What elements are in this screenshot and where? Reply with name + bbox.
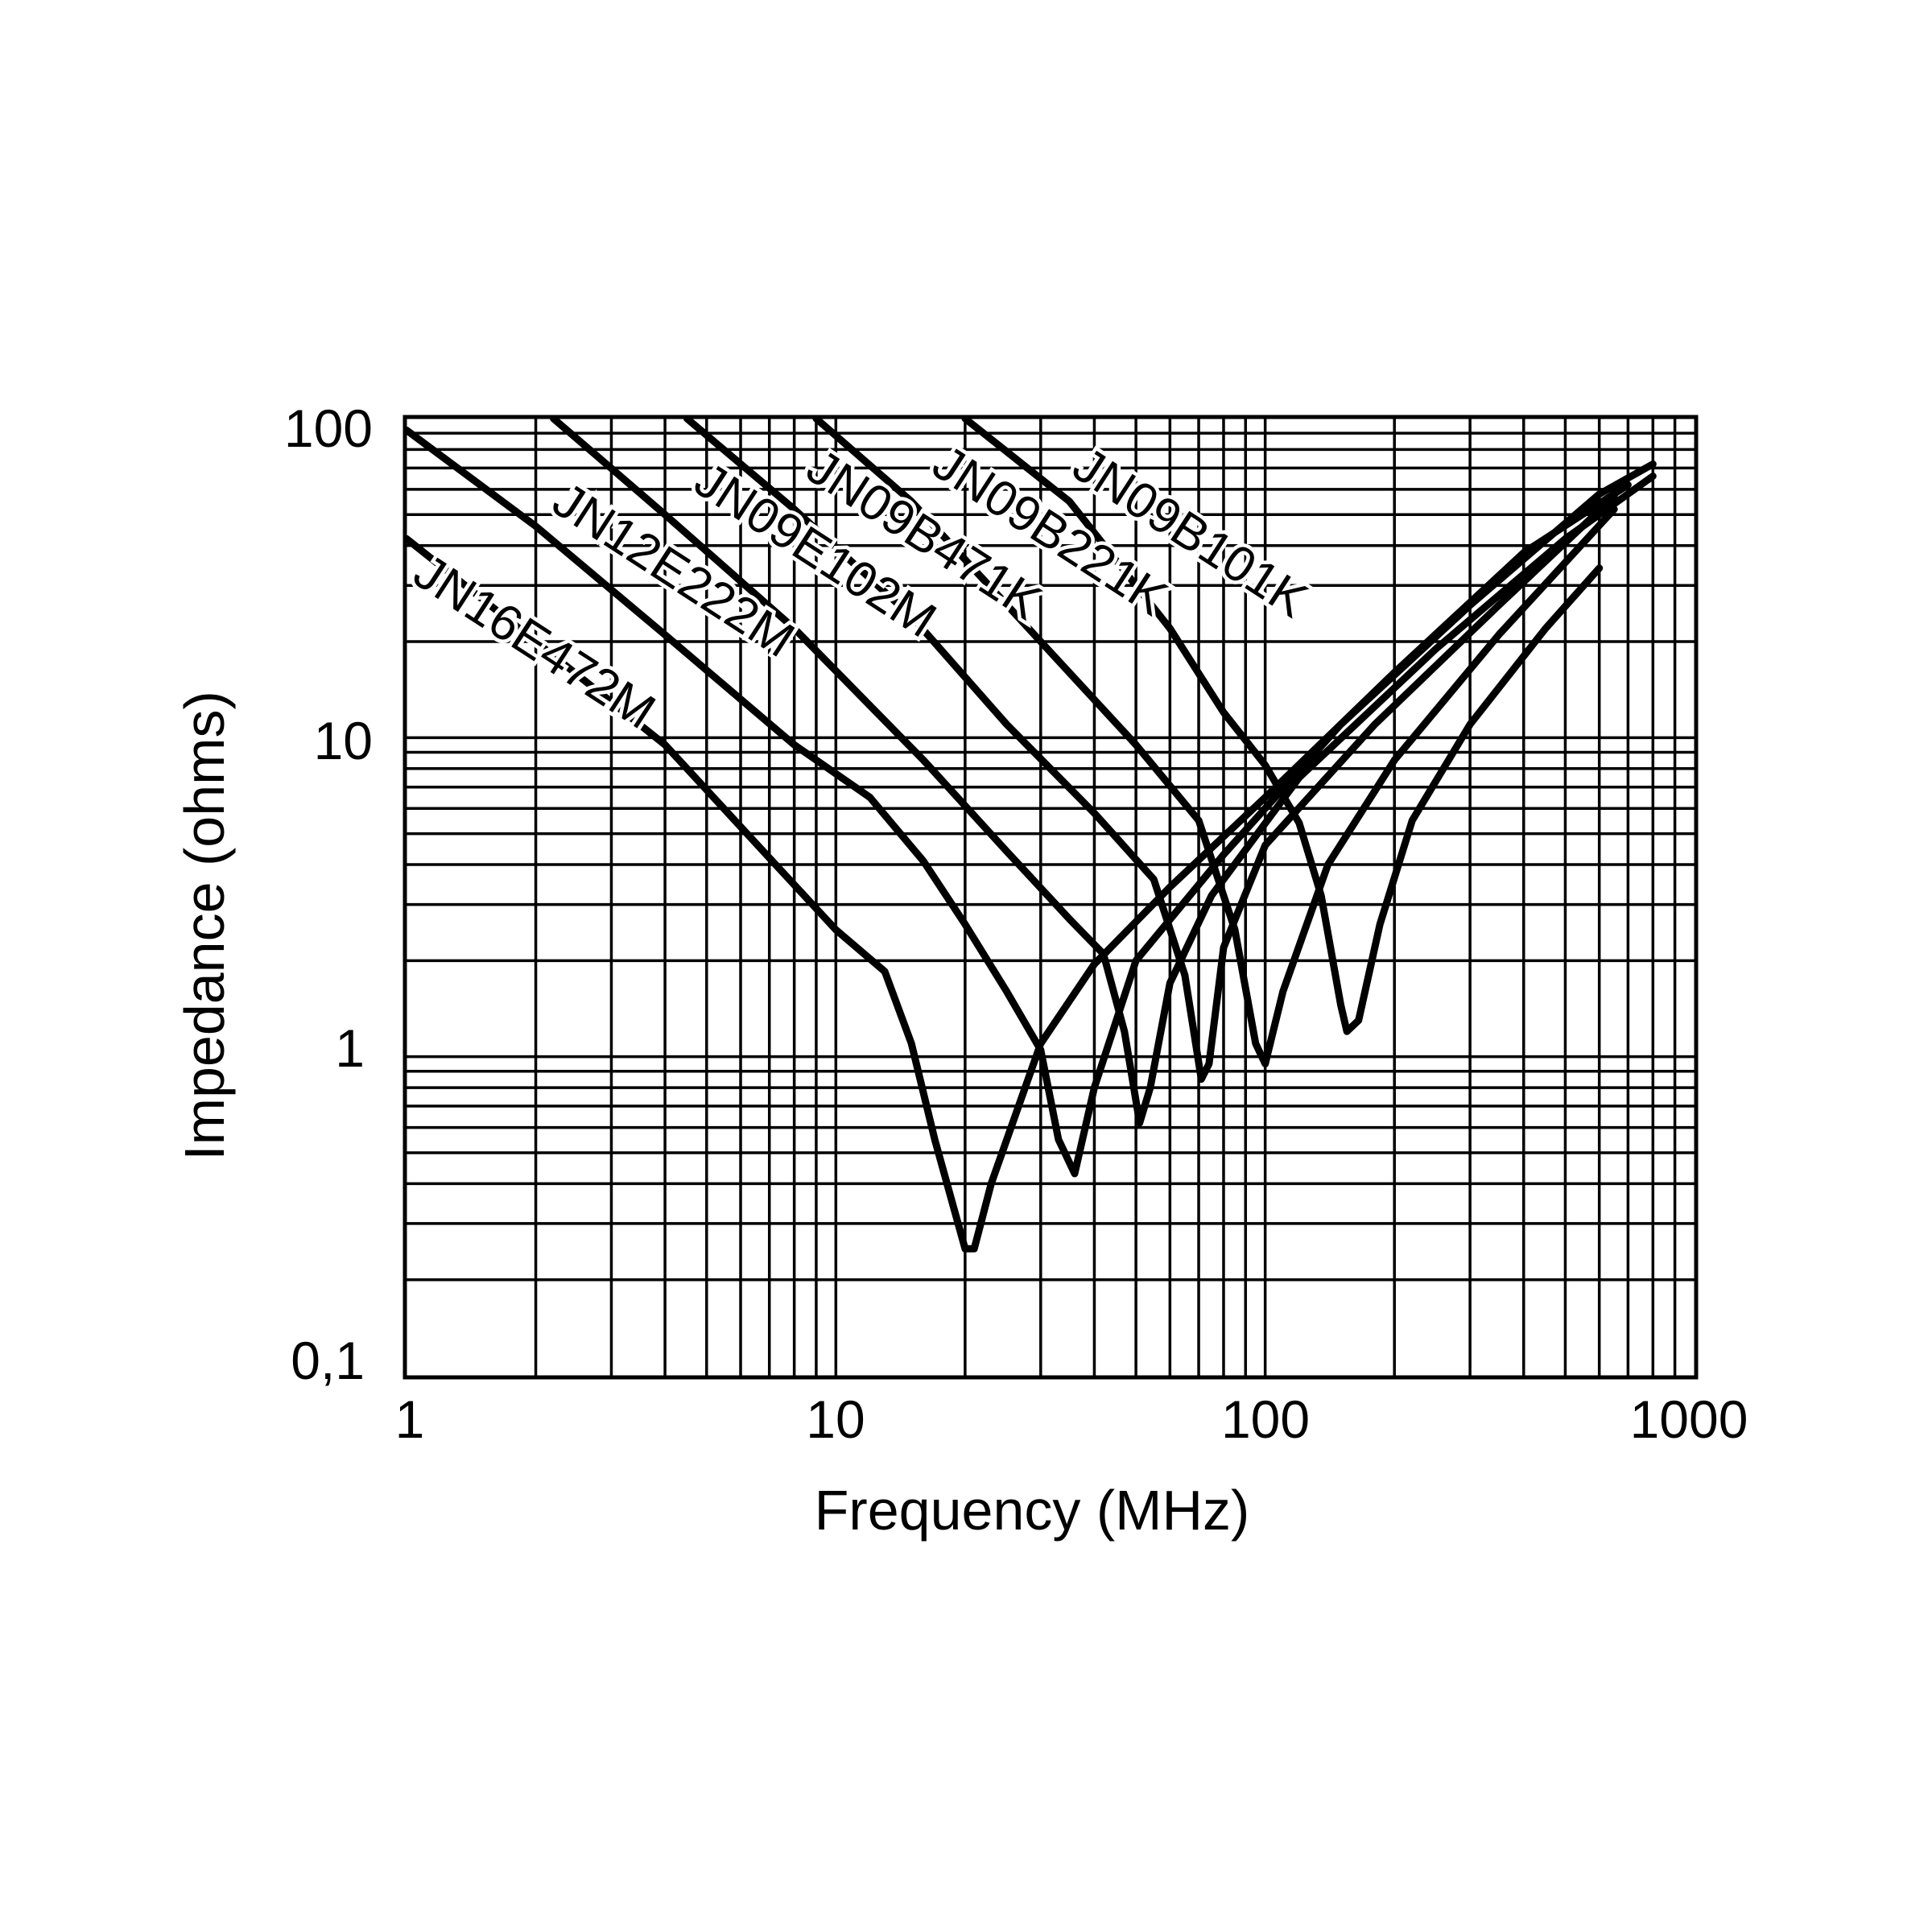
series-curves xyxy=(402,415,1657,1253)
series-line-jn09b221k xyxy=(812,415,1618,1067)
grid-lines xyxy=(407,419,1695,1376)
y-tick-label-10: 10 xyxy=(314,711,373,770)
y-tick-label-0.1: 0,1 xyxy=(291,1331,365,1390)
series-line-jn16e472m xyxy=(402,481,1632,1253)
plot-frame xyxy=(402,415,1699,1380)
x-tick-label-10: 10 xyxy=(806,1389,865,1449)
x-axis-title: Frequency (MHz) xyxy=(815,1479,1250,1542)
x-tick-label-1000: 1000 xyxy=(1630,1389,1748,1449)
series-line-jn12e222m xyxy=(402,426,1657,1178)
y-tick-label-100: 100 xyxy=(284,398,373,458)
series-line-jn09e102m xyxy=(550,415,1657,1127)
y-axis-title: Impedance (ohms) xyxy=(173,691,236,1161)
y-tick-label-1: 1 xyxy=(335,1018,365,1078)
series-line-jn09b471k xyxy=(683,415,1618,1084)
x-tick-label-100: 100 xyxy=(1221,1389,1310,1449)
x-tick-label-1: 1 xyxy=(395,1389,425,1449)
series-line-jn09b101k xyxy=(961,415,1604,1035)
